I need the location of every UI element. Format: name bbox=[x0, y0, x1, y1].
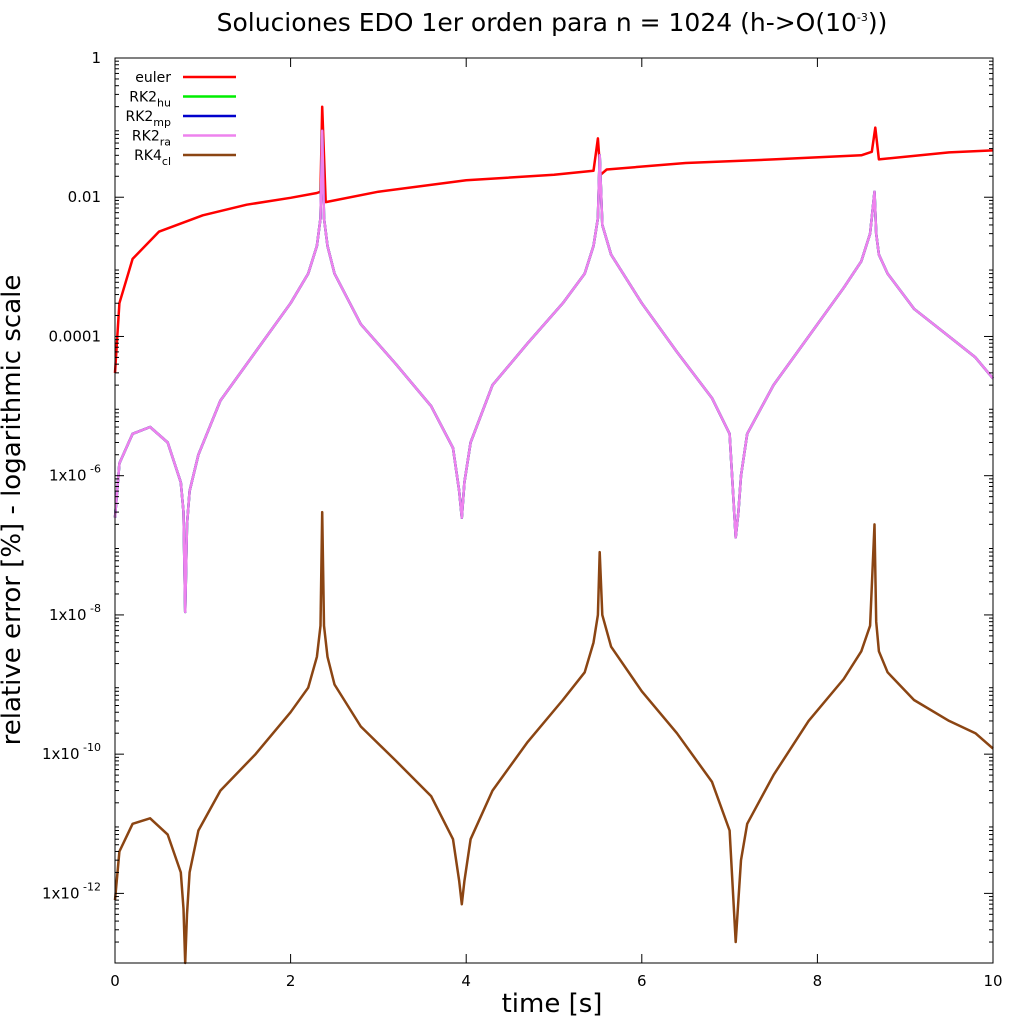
chart-title-exponent: -3 bbox=[857, 11, 868, 24]
legend-label-euler: euler bbox=[135, 70, 171, 86]
x-tick-label: 8 bbox=[813, 972, 823, 990]
y-tick-label-base: 0.0001 bbox=[49, 327, 102, 345]
x-tick-label: 10 bbox=[983, 972, 1002, 990]
y-tick-label-base: 1 bbox=[91, 49, 101, 67]
legend-label-sub: cl bbox=[162, 155, 171, 168]
x-tick-label: 0 bbox=[110, 972, 120, 990]
chart-title-main: Soluciones EDO 1er orden para n = 1024 (… bbox=[217, 8, 857, 37]
x-tick-label: 6 bbox=[637, 972, 647, 990]
y-tick-label-base: 1x10 bbox=[49, 606, 87, 624]
y-tick-label: 1x10 -10 bbox=[42, 741, 101, 763]
chart-title: Soluciones EDO 1er orden para n = 1024 (… bbox=[217, 8, 888, 37]
y-tick-label-exponent: -8 bbox=[87, 602, 101, 615]
legend-label-RK4cl: RK4cl bbox=[134, 148, 171, 168]
x-tick-label: 2 bbox=[286, 972, 296, 990]
legend-label-sub: ra bbox=[160, 136, 171, 149]
series-line-euler bbox=[113, 105, 994, 373]
y-tick-label-base: 1x10 bbox=[42, 884, 80, 902]
series-line-RK4cl bbox=[113, 510, 994, 965]
y-tick-label: 1 bbox=[91, 49, 101, 67]
legend-label-RK2ra: RK2ra bbox=[132, 129, 171, 149]
plot-frame bbox=[114, 57, 994, 964]
y-tick-label-exponent: -6 bbox=[87, 463, 101, 476]
series-line-RK2ra bbox=[113, 129, 994, 614]
y-tick-label: 1x10 -12 bbox=[42, 880, 101, 902]
y-tick-label-base: 0.01 bbox=[68, 188, 101, 206]
legend-label-base: RK2 bbox=[125, 109, 153, 125]
y-tick-label-base: 1x10 bbox=[49, 467, 87, 485]
x-tick-label: 4 bbox=[461, 972, 471, 990]
legend-label-RK2mp: RK2mp bbox=[125, 109, 171, 129]
y-tick-label: 1x10 -8 bbox=[49, 602, 101, 624]
legend-label-base: euler bbox=[135, 70, 171, 86]
series-lines bbox=[113, 105, 994, 965]
legend-label-RK2hu: RK2hu bbox=[129, 90, 171, 110]
y-tick-label: 0.01 bbox=[68, 188, 101, 206]
y-tick-label: 1x10 -6 bbox=[49, 463, 101, 485]
y-tick-label-base: 1x10 bbox=[42, 745, 80, 763]
legend-label-base: RK4 bbox=[134, 148, 162, 164]
legend-label-base: RK2 bbox=[129, 90, 157, 106]
x-axis-label: time [s] bbox=[502, 989, 603, 1019]
chart-title-close: )) bbox=[868, 8, 888, 37]
y-tick-label-exponent: -12 bbox=[80, 880, 101, 893]
legend-label-base: RK2 bbox=[132, 129, 160, 145]
y-tick-label-exponent: -10 bbox=[80, 741, 101, 754]
y-axis-label: relative error [%] - logarithmic scale bbox=[0, 275, 27, 746]
legend-label-sub: hu bbox=[157, 97, 171, 110]
legend-label-sub: mp bbox=[153, 116, 171, 129]
y-tick-label: 0.0001 bbox=[49, 327, 102, 345]
